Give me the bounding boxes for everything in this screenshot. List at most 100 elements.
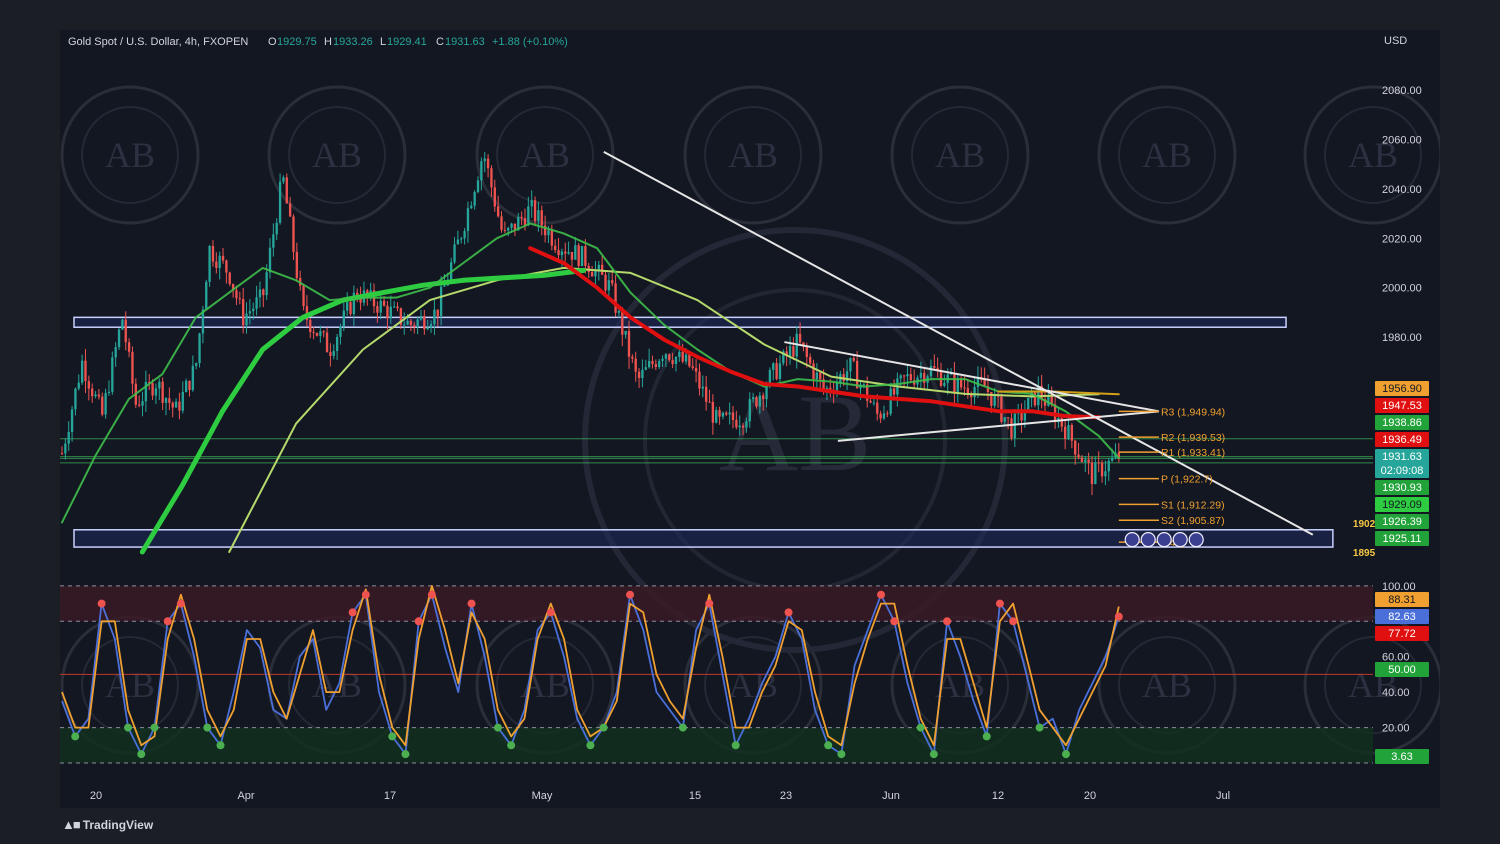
candle-body (604, 274, 607, 291)
candle-body (295, 251, 299, 279)
price-tag (1375, 415, 1429, 430)
candle-body (1074, 440, 1077, 455)
candle-body (503, 229, 507, 231)
stoch-axis-label: 100.00 (1382, 581, 1416, 593)
pivot-label: S2 (1,905.87) (1161, 515, 1225, 527)
candle-body (171, 402, 174, 408)
candle-body (845, 371, 849, 382)
candle-body (346, 302, 349, 311)
trendlines-layer (603, 150, 1314, 536)
candle-body (886, 413, 889, 415)
event-icon (1172, 532, 1188, 548)
time-axis-label: Jul (1216, 790, 1230, 802)
candle-body (772, 363, 775, 370)
candle-body (953, 373, 956, 393)
event-icon (1140, 532, 1156, 548)
candle-body (392, 306, 396, 308)
candle-body (580, 246, 584, 266)
price-tag-label: 1930.93 (1382, 482, 1422, 494)
candle-body (255, 297, 258, 309)
candle-body (973, 387, 976, 398)
candle-body (812, 363, 815, 380)
candle-body (473, 192, 476, 206)
candle-body (819, 372, 822, 380)
watermark-seal (683, 85, 823, 225)
candle-body (201, 309, 205, 334)
watermark-text: AB (728, 665, 778, 705)
candle-body (181, 391, 184, 411)
candle-body (829, 387, 832, 391)
candle-body (644, 367, 647, 370)
candle-body (533, 200, 537, 221)
candle-body (70, 409, 74, 433)
ohlc-l-value: 1929.41 (387, 36, 427, 48)
candle-body (943, 382, 946, 386)
time-axis-label: May (532, 790, 553, 802)
candle-body (624, 330, 627, 335)
watermark-seal-inner (1118, 106, 1216, 204)
candle-body (443, 285, 446, 287)
candle-body (490, 168, 493, 188)
candle-body (762, 395, 765, 400)
candle-body (1080, 457, 1084, 463)
stoch-signal-dot (388, 732, 397, 741)
watermark-seal-inner (496, 106, 594, 204)
ema-slow-line (228, 266, 1100, 553)
price-tag (1375, 463, 1429, 478)
candle-body (611, 280, 614, 284)
candle-body (195, 363, 198, 366)
candle-body (547, 230, 550, 236)
candle-body (97, 394, 101, 397)
candle-body (731, 412, 735, 420)
pivot-label: S1 (1,912.29) (1161, 499, 1225, 511)
stoch-signal-dot (1114, 612, 1123, 621)
price-axis-label: 1980.00 (1382, 332, 1422, 344)
candle-body (439, 286, 443, 316)
candle-body (678, 351, 681, 357)
candle-body (121, 319, 124, 330)
candle-body (631, 356, 634, 359)
candle-body (963, 387, 966, 389)
candle-body (376, 306, 379, 313)
candle-body (688, 354, 691, 367)
candle-body (560, 251, 564, 256)
candle-body (470, 205, 473, 209)
tradingview-logo[interactable]: ▲■ TradingView (62, 817, 153, 832)
candle-body (67, 432, 70, 444)
candle-body (258, 289, 262, 298)
candle-body (936, 367, 939, 371)
candle-body (1043, 399, 1047, 406)
candle-body (855, 360, 859, 389)
candle-body (480, 161, 483, 181)
candle-body (409, 320, 413, 326)
candle-body (379, 300, 382, 313)
candle-body (775, 363, 778, 379)
candle-body (460, 238, 463, 240)
watermark-seal (267, 85, 407, 225)
candle-body (607, 280, 611, 291)
pivot-label: R2 (1,939.53) (1161, 432, 1225, 444)
candle-body (792, 346, 795, 357)
candle-body (641, 369, 644, 379)
stoch-axis-label: 40.00 (1382, 687, 1410, 699)
candle-body (335, 336, 339, 352)
candle-body (342, 310, 345, 327)
candle-body (577, 245, 580, 266)
candle-body (654, 363, 658, 368)
candle-body (221, 255, 225, 261)
stoch-signal-dot (599, 723, 608, 732)
candle-body (127, 342, 131, 352)
candle-body (540, 210, 543, 226)
watermark-big-text: AB (719, 372, 872, 494)
candle-body (728, 412, 731, 415)
candle-body (557, 250, 560, 256)
candle-body (352, 292, 356, 315)
candle-body (141, 401, 144, 406)
zones-layer: 1902 1895 (73, 316, 1376, 559)
candle-body (959, 378, 963, 388)
candle-body (91, 388, 94, 397)
watermark-seal-inner (704, 106, 802, 204)
stoch-signal-dot (176, 599, 185, 608)
time-axis-label: 15 (689, 790, 701, 802)
